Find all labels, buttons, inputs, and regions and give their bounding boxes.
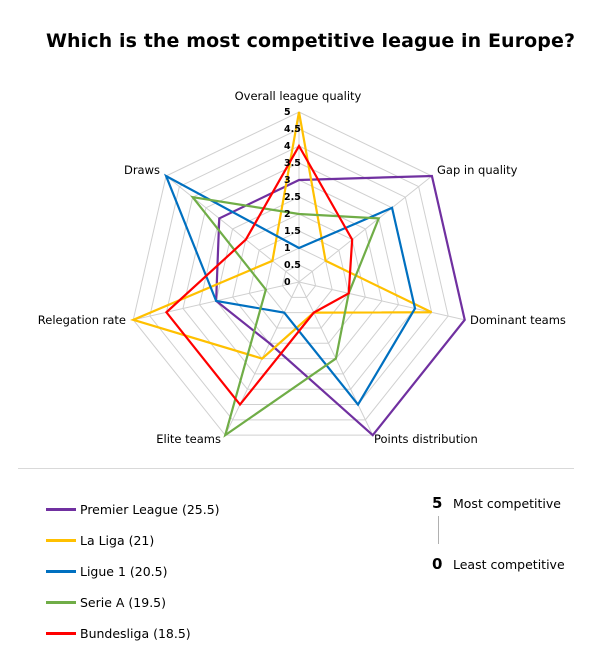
radar-tick-labels: 0 0.5 1 1.5 2 2.5 3 3.5 4 4.5 5: [284, 107, 301, 288]
legend-swatch: [46, 601, 76, 604]
grid-spoke: [165, 175, 300, 283]
radar-chart: 0 0.5 1 1.5 2 2.5 3 3.5 4 4.5 5 Overall league qua…: [38, 89, 566, 446]
series-line-3: [190, 195, 381, 438]
scale-min-label: Least competitive: [453, 557, 565, 572]
tick-label: 1: [284, 243, 291, 254]
legend-item: Premier League (25.5): [46, 494, 306, 525]
grid-ring: [232, 213, 366, 344]
chart-legend: Premier League (25.5) La Liga (21) Ligue 1…: [46, 494, 306, 649]
tick-label: 2.5: [284, 192, 301, 203]
axis-label: Draws: [124, 163, 160, 177]
axis-label: Dominant teams: [470, 313, 566, 327]
axis-label: Overall league quality: [235, 89, 362, 103]
axis-label: Points distribution: [374, 432, 478, 446]
scale-line: [438, 516, 439, 544]
legend-swatch: [46, 632, 76, 635]
series-line-2: [163, 173, 417, 407]
divider: [18, 468, 574, 469]
legend-swatch: [46, 570, 76, 573]
radar-grid: [132, 111, 466, 436]
axis-label: Elite teams: [156, 432, 221, 446]
series-line-4: [164, 143, 354, 407]
series-line-1: [130, 111, 433, 360]
grid-ring: [165, 145, 433, 406]
legend-swatch: [46, 539, 76, 542]
grid-ring: [248, 230, 350, 329]
tick-label: 5: [284, 107, 291, 118]
radar-series: [130, 111, 466, 438]
tick-label: 4.5: [284, 124, 301, 135]
tick-label: 4: [284, 141, 291, 152]
grid-ring: [149, 128, 449, 421]
scale-min-value: 0: [432, 555, 443, 573]
legend-label: Premier League (25.5): [80, 502, 220, 517]
grid-spoke: [298, 281, 465, 321]
grid-ring: [215, 196, 383, 360]
tick-label: 1.5: [284, 226, 301, 237]
axis-label: Gap in quality: [437, 163, 518, 177]
legend-item: Bundesliga (18.5): [46, 618, 306, 649]
legend-swatch: [46, 508, 76, 511]
tick-label: 3.5: [284, 158, 301, 169]
axis-label: Relegation rate: [38, 313, 126, 327]
legend-item: Serie A (19.5): [46, 587, 306, 618]
legend-item: Ligue 1 (20.5): [46, 556, 306, 587]
scale-key: 5 Most competitive 0 Least competitive: [432, 494, 592, 584]
grid-spoke: [298, 175, 433, 283]
legend-label: Bundesliga (18.5): [80, 626, 191, 641]
legend-item: La Liga (21): [46, 525, 306, 556]
radar-axis-labels: Overall league quality Gap in quality Domi…: [38, 89, 566, 446]
tick-label: 0: [284, 277, 291, 288]
legend-label: Ligue 1 (20.5): [80, 564, 168, 579]
grid-ring: [265, 247, 333, 314]
tick-label: 2: [284, 209, 291, 220]
tick-label: 3: [284, 175, 291, 186]
scale-max-label: Most competitive: [453, 496, 561, 511]
tick-label: 0.5: [284, 260, 301, 271]
scale-max-value: 5: [432, 494, 443, 512]
chart-title: Which is the most competitive league in …: [46, 30, 576, 52]
grid-ring: [199, 179, 399, 375]
grid-ring: [281, 264, 317, 298]
legend-label: Serie A (19.5): [80, 595, 167, 610]
legend-label: La Liga (21): [80, 533, 155, 548]
series-line-0: [215, 174, 466, 437]
